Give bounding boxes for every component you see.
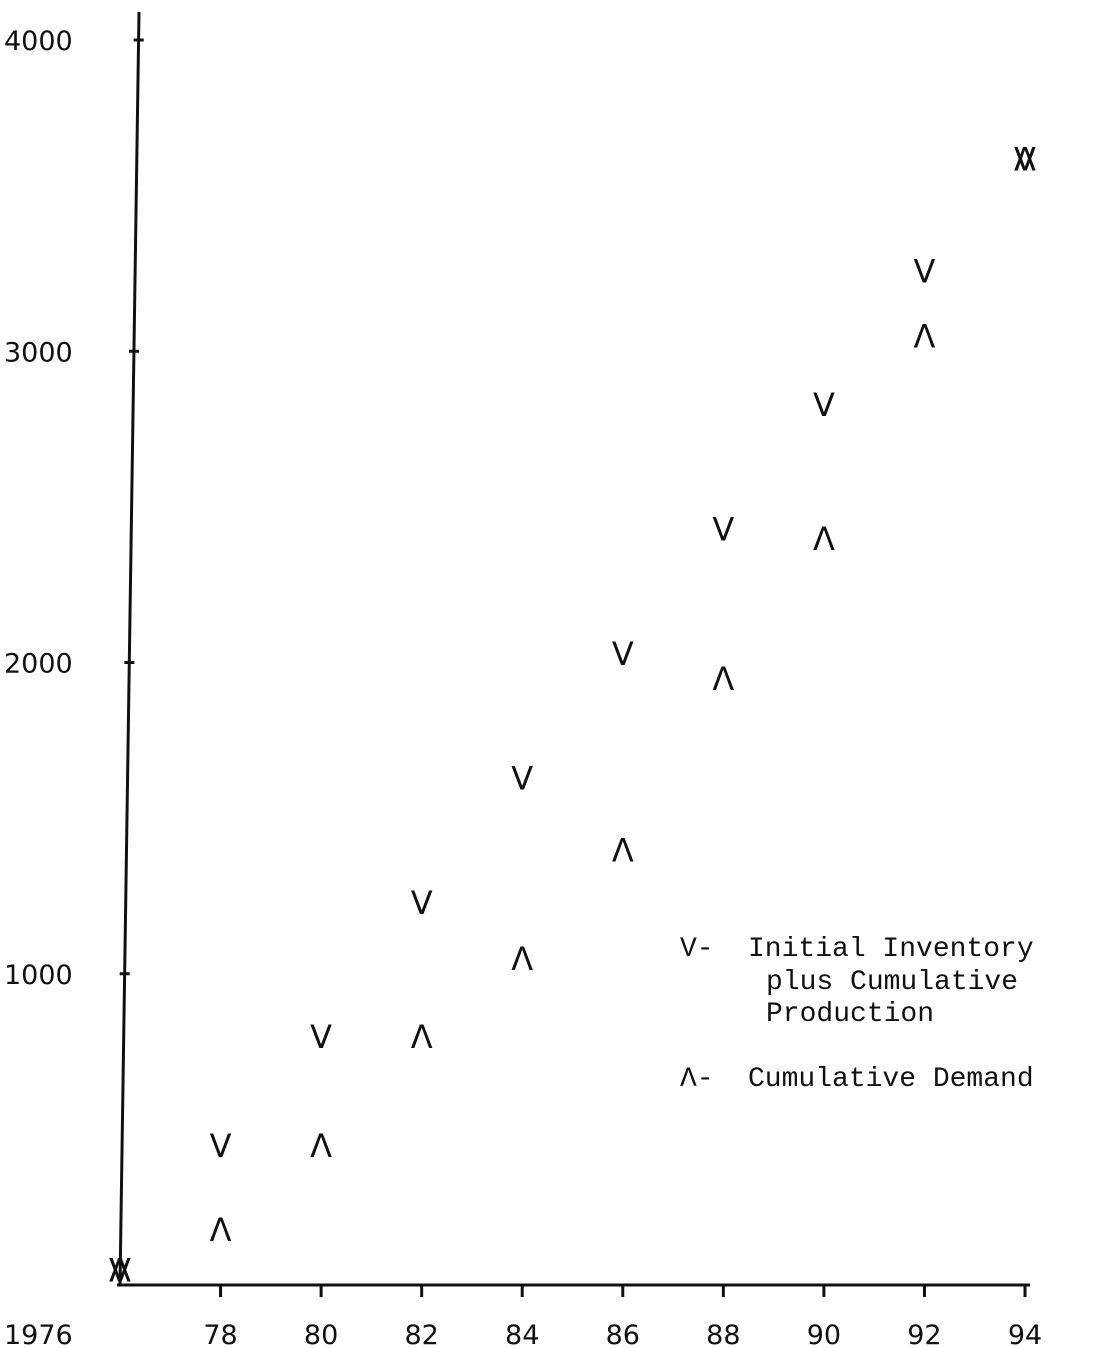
x-tick-label: 82 <box>404 1320 438 1348</box>
legend: V- Initial Inventory plus Cumulative Pro… <box>680 934 1034 1095</box>
legend-v-line-2: plus Cumulative <box>766 967 1018 998</box>
legend-v-line-1: Initial Inventory <box>748 934 1034 965</box>
y-tick-label: 2000 <box>4 649 73 680</box>
production-point: V <box>411 884 433 922</box>
demand-point: Λ <box>109 1251 131 1289</box>
demand-point: Λ <box>612 831 634 869</box>
production-point: V <box>1014 140 1036 178</box>
legend-a-symbol: Λ- <box>680 1064 714 1095</box>
y-tick-label: 4000 <box>4 26 73 57</box>
ticks <box>119 38 1027 1297</box>
x-tick-label: 84 <box>505 1320 539 1348</box>
legend-v-symbol: V- <box>680 934 714 965</box>
x-tick-label: 92 <box>907 1320 941 1348</box>
x-tick-label: 78 <box>203 1320 237 1348</box>
demand-point: Λ <box>411 1018 433 1056</box>
x-tick-label: 88 <box>706 1320 740 1348</box>
production-point: V <box>310 1018 332 1056</box>
production-point: V <box>511 760 533 798</box>
x-tick-label: 94 <box>1008 1320 1042 1348</box>
y-tick-label: 3000 <box>4 337 73 368</box>
production-point: V <box>712 511 734 549</box>
demand-point: Λ <box>813 520 835 558</box>
production-point: V <box>913 252 935 290</box>
y-axis-line <box>118 11 141 1286</box>
demand-point: Λ <box>1014 140 1036 178</box>
axes <box>117 11 1030 1287</box>
x-tick-label: 1976 <box>4 1320 73 1348</box>
demand-point: Λ <box>712 660 734 698</box>
demand-point: Λ <box>511 940 533 978</box>
demand-point: Λ <box>310 1127 332 1165</box>
tick-labels: 4000 3000 2000 1000 1976 78 80 82 84 86 88 90 92 94 <box>4 26 1042 1348</box>
x-tick-label: 90 <box>807 1320 841 1348</box>
legend-v-line-3: Production <box>766 999 934 1030</box>
production-point: V <box>813 386 835 424</box>
demand-point: Λ <box>913 318 935 356</box>
production-point: V <box>210 1127 232 1165</box>
demand-point: Λ <box>210 1211 232 1249</box>
production-point: V <box>612 635 634 673</box>
legend-a-line-1: Cumulative Demand <box>748 1064 1034 1095</box>
production-point: V <box>109 1251 131 1289</box>
x-tick-label: 86 <box>606 1320 640 1348</box>
x-tick-label: 80 <box>304 1320 338 1348</box>
y-tick-label: 1000 <box>4 960 73 991</box>
